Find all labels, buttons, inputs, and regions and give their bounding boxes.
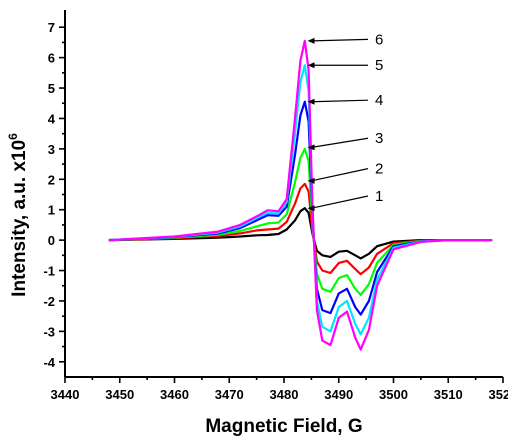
series-pointer-arrowhead	[307, 177, 315, 184]
series-label: 4	[375, 92, 383, 109]
series-pointer-arrowhead	[307, 205, 315, 212]
series-pointer-line	[311, 38, 369, 42]
y-tick-label: 4	[48, 111, 56, 126]
x-tick-label: 3450	[105, 387, 134, 402]
y-tick-label: 3	[48, 142, 55, 157]
series-label: 1	[375, 188, 383, 205]
series-label: 2	[375, 161, 383, 178]
series-line-2	[108, 182, 493, 276]
series-label: 5	[375, 57, 383, 74]
series-pointer-arrowhead	[307, 62, 315, 69]
x-tick-label: 3490	[324, 387, 353, 402]
x-tick-label: 3520	[489, 387, 508, 402]
series-line-4	[108, 100, 493, 316]
y-axis-label-text: Intensity, a.u. x10	[9, 140, 30, 297]
x-tick-label: 3440	[51, 387, 80, 402]
x-tick-label: 3500	[379, 387, 408, 402]
series-line-5	[108, 64, 493, 336]
y-tick-label: 1	[48, 203, 55, 218]
y-axis-title: Intensity, a.u. x106	[6, 133, 30, 297]
series-pointer-line	[311, 137, 369, 148]
y-tick-label: -1	[43, 264, 55, 279]
x-tick-label: 3470	[215, 387, 244, 402]
series-pointer-line	[311, 99, 369, 103]
svg-text:Intensity, a.u. x106: Intensity, a.u. x106	[6, 133, 30, 297]
y-tick-label: 0	[48, 233, 55, 248]
series-line-3	[108, 147, 493, 296]
series-line-1	[108, 207, 493, 260]
series-label: 6	[375, 31, 383, 48]
x-tick-label: 3480	[270, 387, 299, 402]
series-pointer-arrowhead	[307, 98, 315, 105]
y-tick-label: 5	[48, 81, 55, 96]
y-tick-label: 6	[48, 51, 55, 66]
series-pointer-arrowhead	[307, 144, 315, 151]
y-tick-label: -4	[43, 355, 55, 370]
series-pointer-line	[311, 195, 369, 209]
y-axis-label-exponent: 6	[6, 133, 20, 140]
x-axis-title: Magnetic Field, G	[205, 416, 362, 437]
y-tick-label: 2	[48, 172, 55, 187]
series-line-6	[108, 39, 493, 351]
y-tick-label: -2	[43, 294, 55, 309]
series-pointer-arrowhead	[307, 37, 315, 44]
y-tick-label: 7	[48, 20, 55, 35]
x-tick-label: 3460	[160, 387, 189, 402]
x-tick-label: 3510	[434, 387, 463, 402]
series-label: 3	[375, 130, 383, 147]
series-pointer-line	[311, 168, 369, 182]
y-tick-label: -3	[43, 324, 55, 339]
